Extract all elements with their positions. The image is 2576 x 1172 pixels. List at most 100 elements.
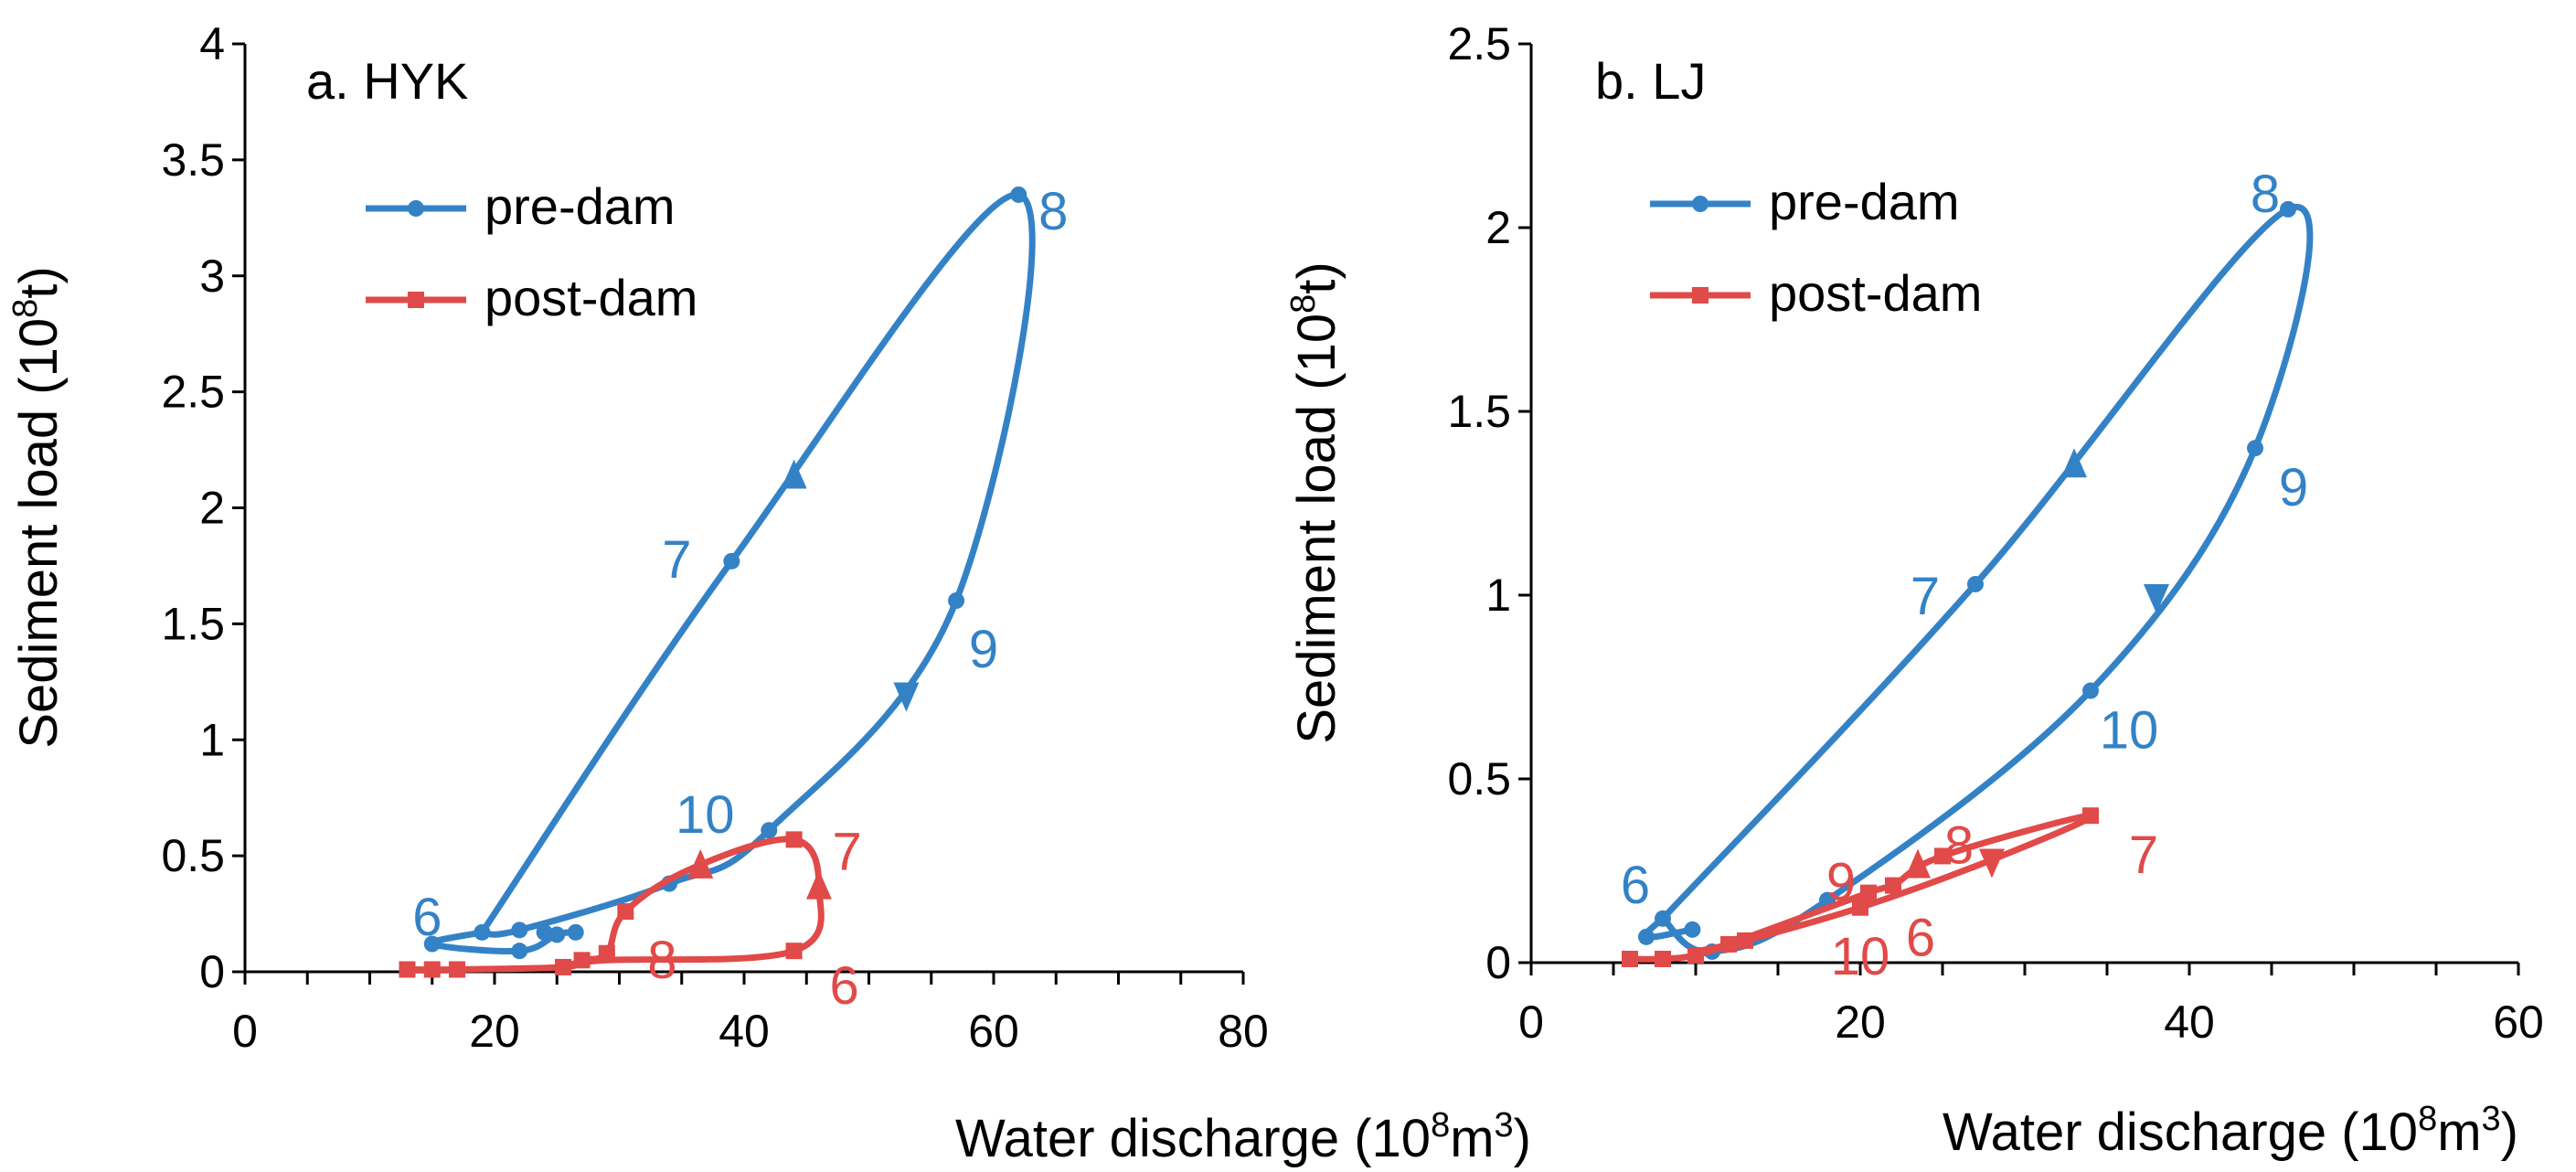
data-point: [1885, 877, 1901, 894]
data-point: [536, 923, 553, 941]
x-tick-label: 80: [1218, 1006, 1269, 1057]
legend: pre-dam post-dam: [1650, 173, 1982, 322]
data-point: [567, 923, 584, 941]
data-point: [423, 935, 441, 953]
legend-label-pre: pre-dam: [484, 177, 676, 235]
data-point: [2082, 807, 2099, 825]
data-point: [598, 944, 615, 962]
data-point: [2082, 682, 2099, 699]
y-tick-label: 1.5: [161, 598, 225, 649]
month-label: 7: [2129, 826, 2158, 885]
month-label: 10: [676, 785, 735, 845]
data-point: [1852, 899, 1868, 916]
data-point: [1655, 910, 1671, 927]
legend-label-pre: pre-dam: [1769, 173, 1960, 230]
month-label: 8: [647, 931, 676, 990]
data-point: [761, 822, 778, 839]
x-tick-label: 60: [2493, 996, 2544, 1048]
y-tick-label: 2: [1485, 202, 1511, 253]
legend-label-post: post-dam: [1769, 264, 1982, 322]
y-tick-label: 2: [199, 483, 225, 534]
y-tick-label: 2.5: [161, 367, 225, 418]
y-tick-label: 3: [199, 250, 225, 302]
data-point: [1737, 932, 1753, 949]
direction-arrow: [1979, 848, 2005, 879]
legend: pre-dam post-dam: [366, 177, 697, 326]
x-tick-label: 0: [232, 1006, 258, 1057]
y-tick-label: 0.5: [161, 830, 225, 881]
x-tick-label: 20: [469, 1006, 520, 1057]
direction-arrow: [1905, 848, 1931, 879]
data-point: [474, 923, 491, 941]
month-label: 6: [412, 888, 442, 947]
data-point: [449, 961, 466, 978]
x-axis-title: Water discharge (108m3): [955, 1106, 1531, 1168]
month-label: 9: [2279, 458, 2308, 517]
x-tick-label: 60: [968, 1006, 1019, 1057]
x-tick-label: 40: [719, 1006, 770, 1057]
data-point: [785, 831, 803, 848]
y-axis-title: Sediment load (108t): [6, 266, 69, 748]
data-point: [573, 952, 591, 969]
data-point: [511, 943, 528, 960]
month-label: 7: [662, 530, 691, 590]
data-point: [399, 961, 416, 978]
data-point: [785, 943, 803, 960]
data-point: [1687, 946, 1704, 964]
month-label: 10: [1831, 927, 1890, 986]
data-point: [1010, 186, 1027, 203]
data-point: [1934, 847, 1951, 865]
y-tick-label: 0.5: [1447, 753, 1511, 804]
direction-arrow: [687, 848, 714, 879]
direction-arrow: [781, 459, 807, 489]
panel-hyk: a. HYK 00.511.522.533.540 20 40 60 80 678910…: [6, 18, 1531, 1168]
legend-marker: [1692, 196, 1708, 212]
data-point: [548, 926, 566, 943]
data-point: [1622, 950, 1638, 967]
month-label: 8: [1038, 182, 1068, 241]
month-label: 9: [969, 620, 998, 679]
panel-title: a. HYK: [306, 52, 468, 110]
legend-marker: [408, 292, 424, 308]
x-tick-label: 40: [2164, 996, 2215, 1048]
series-post-dam: 7 8 6: [399, 822, 862, 1016]
panel-title: b. LJ: [1595, 52, 1706, 110]
data-point: [2247, 440, 2263, 457]
data-point: [723, 552, 740, 570]
data-point: [1720, 935, 1737, 953]
series-pre-dam: 6 7 8 9 10: [1621, 165, 2314, 960]
direction-arrow: [2061, 448, 2087, 478]
data-point: [2280, 200, 2296, 218]
direction-arrow: [893, 682, 920, 712]
month-label: 6: [1621, 856, 1650, 915]
y-tick-label: 1.5: [1447, 386, 1511, 437]
month-label: 7: [832, 822, 861, 881]
y-tick-label: 2.5: [1447, 18, 1511, 69]
data-point: [617, 903, 634, 921]
x-tick-label: 0: [1518, 996, 1544, 1048]
data-point: [1684, 921, 1701, 938]
y-tick-label: 0: [199, 946, 225, 997]
month-label: 8: [1944, 815, 1974, 875]
data-point: [1655, 950, 1671, 967]
month-label: 7: [1911, 567, 1940, 626]
month-label: 8: [2251, 165, 2280, 224]
data-point: [511, 922, 528, 939]
y-tick-label: 1: [199, 714, 225, 765]
x-axis-title: Water discharge (108m3): [1943, 1100, 2518, 1162]
series-line: [1659, 204, 2314, 955]
y-axis-title: Sediment load (108t): [1284, 261, 1347, 743]
y-tick-label: 0: [1485, 937, 1511, 988]
legend-marker: [408, 200, 424, 217]
legend-label-post: post-dam: [484, 269, 697, 326]
direction-arrow: [2144, 584, 2169, 613]
data-point: [948, 592, 965, 609]
data-point: [555, 958, 572, 975]
y-tick-label: 3.5: [161, 134, 225, 186]
data-point: [1860, 884, 1877, 901]
data-point: [423, 961, 441, 978]
direction-arrow: [805, 869, 832, 900]
y-tick-label: 4: [199, 18, 225, 69]
